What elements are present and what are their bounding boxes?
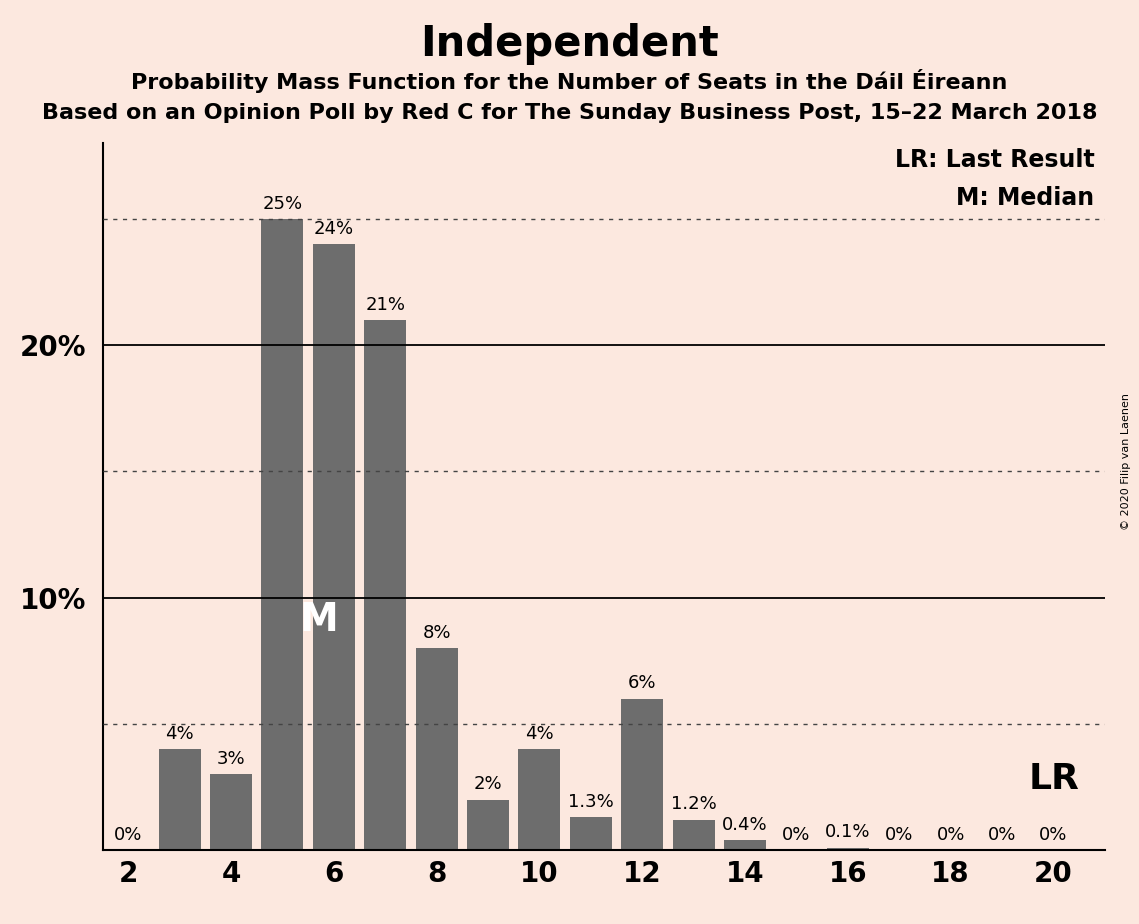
Bar: [467, 799, 509, 850]
Text: 1.2%: 1.2%: [671, 796, 716, 813]
Text: 21%: 21%: [366, 296, 405, 313]
Bar: [672, 820, 714, 850]
Bar: [518, 749, 560, 850]
Text: LR: Last Result: LR: Last Result: [895, 148, 1095, 172]
Text: M: Median: M: Median: [957, 186, 1095, 210]
Bar: [827, 847, 869, 850]
Text: 0%: 0%: [114, 826, 142, 844]
Text: 6%: 6%: [628, 675, 656, 692]
Text: 3%: 3%: [216, 750, 245, 768]
Text: 0%: 0%: [988, 826, 1016, 844]
Text: © 2020 Filip van Laenen: © 2020 Filip van Laenen: [1121, 394, 1131, 530]
Bar: [364, 320, 407, 850]
Bar: [261, 219, 303, 850]
Text: M: M: [300, 601, 338, 638]
Text: 0%: 0%: [782, 826, 811, 844]
Text: 0%: 0%: [885, 826, 913, 844]
Text: LR: LR: [1029, 761, 1079, 796]
Bar: [158, 749, 200, 850]
Text: 24%: 24%: [313, 220, 354, 237]
Bar: [416, 648, 458, 850]
Text: 4%: 4%: [165, 724, 194, 743]
Text: 2%: 2%: [474, 775, 502, 794]
Bar: [210, 774, 252, 850]
Bar: [621, 699, 663, 850]
Bar: [724, 840, 767, 850]
Text: 8%: 8%: [423, 624, 451, 642]
Text: 0.1%: 0.1%: [825, 823, 870, 841]
Text: 25%: 25%: [262, 195, 303, 213]
Text: Independent: Independent: [420, 23, 719, 65]
Text: 0%: 0%: [1039, 826, 1067, 844]
Text: 1.3%: 1.3%: [568, 793, 614, 811]
Text: Based on an Opinion Poll by Red C for The Sunday Business Post, 15–22 March 2018: Based on an Opinion Poll by Red C for Th…: [42, 103, 1097, 124]
Text: 0.4%: 0.4%: [722, 816, 768, 833]
Text: 4%: 4%: [525, 724, 554, 743]
Text: 0%: 0%: [936, 826, 965, 844]
Text: Probability Mass Function for the Number of Seats in the Dáil Éireann: Probability Mass Function for the Number…: [131, 69, 1008, 93]
Bar: [570, 817, 612, 850]
Bar: [313, 244, 355, 850]
